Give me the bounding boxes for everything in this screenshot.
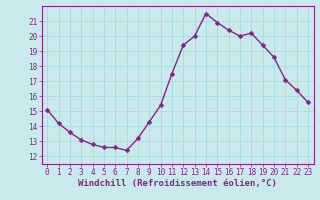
X-axis label: Windchill (Refroidissement éolien,°C): Windchill (Refroidissement éolien,°C) bbox=[78, 179, 277, 188]
